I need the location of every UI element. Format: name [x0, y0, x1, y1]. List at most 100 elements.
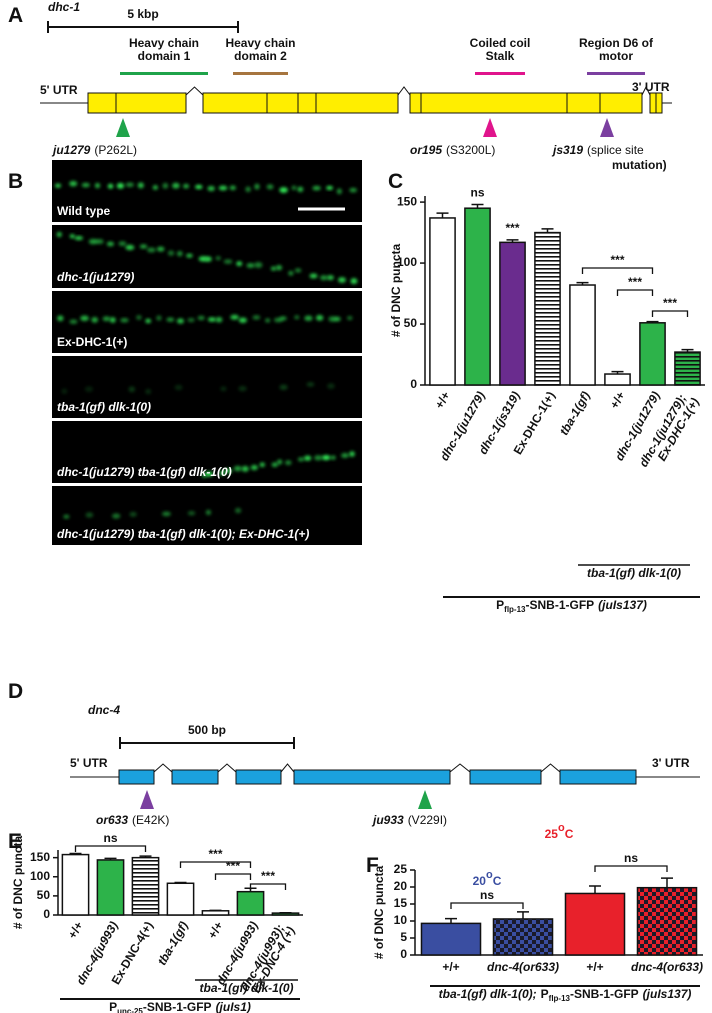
domain-label: Heavy chain: [129, 36, 199, 50]
puncta: [265, 318, 271, 323]
bar: [420, 922, 482, 956]
scale-label: 500 bp: [188, 723, 226, 737]
puncta: [279, 187, 288, 193]
puncta: [63, 514, 70, 519]
puncta: [167, 250, 175, 256]
bar: [492, 918, 554, 956]
puncta: [81, 182, 90, 188]
puncta: [230, 314, 239, 320]
error-bar: [589, 885, 601, 894]
label-part: C: [493, 874, 502, 888]
error-bar: [661, 877, 673, 888]
error-bar: [445, 917, 457, 924]
exon: [115, 92, 187, 114]
y-tick-label: 150: [397, 194, 417, 208]
utr-label: 3' UTR: [652, 756, 690, 770]
label-part: 20: [473, 874, 487, 888]
puncta: [162, 182, 169, 189]
bar: [464, 207, 491, 386]
change: (V229I): [408, 813, 447, 827]
bar: [429, 217, 456, 386]
exon: [655, 92, 663, 114]
error-bar: [517, 911, 529, 919]
puncta: [271, 462, 279, 468]
group-label: tba-1(gf) dlk-1(0): [587, 566, 681, 580]
error-bar: [611, 370, 624, 375]
significance: ***: [663, 296, 677, 310]
y-tick-label: 0: [400, 947, 407, 961]
puncta: [176, 250, 183, 257]
bracket: [651, 310, 689, 317]
puncta: [146, 247, 156, 253]
mutation-label: ju933 (V229I): [371, 813, 447, 827]
y-tick-label: 150: [30, 850, 50, 864]
label-part: unc-25: [117, 1007, 143, 1013]
puncta: [129, 511, 137, 517]
puncta: [187, 317, 195, 323]
puncta: [254, 262, 263, 268]
bracket: [616, 289, 654, 296]
puncta: [120, 318, 129, 323]
puncta: [166, 317, 175, 322]
allele: ju1279: [51, 143, 91, 157]
intron: [153, 763, 173, 773]
domain-label: Stalk: [486, 49, 515, 63]
y-tick-label: 5: [400, 930, 407, 944]
puncta: [326, 275, 334, 281]
puncta: [218, 185, 228, 191]
puncta: [215, 256, 221, 261]
micrograph: [52, 160, 362, 222]
domain-bar: [233, 72, 288, 75]
puncta: [277, 459, 283, 465]
puncta: [56, 231, 62, 238]
error-bar: [104, 857, 117, 860]
puncta: [94, 182, 101, 189]
exon: [297, 92, 317, 114]
y-tick-label: 15: [394, 896, 408, 910]
x-tick-label: +/+: [432, 389, 453, 411]
intron: [449, 763, 471, 773]
reporter-label: tba-1(gf) dlk-1(0); Pflp-13-SNB-1-GFP (juI…: [439, 987, 692, 1003]
mutation-label: or195 (S3200L): [410, 143, 495, 157]
puncta: [321, 454, 331, 461]
puncta: [270, 266, 277, 271]
exon: [235, 769, 282, 785]
puncta: [197, 315, 205, 321]
y-tick-label: 25: [394, 862, 408, 876]
domain-label: Heavy chain: [225, 36, 295, 50]
label-part: flp-13: [504, 605, 526, 614]
puncta: [234, 507, 242, 514]
image-label: dhc-1(ju1279) tba-1(gf) dlk-1(0): [57, 465, 232, 479]
panel-letter: F: [366, 854, 379, 877]
exon: [469, 769, 542, 785]
label-part: P: [109, 1000, 117, 1013]
reporter-label: Pflp-13-SNB-1-GFP (juIs137): [496, 598, 647, 614]
bar: [639, 322, 666, 386]
bracket: [214, 873, 252, 880]
puncta: [245, 186, 251, 193]
puncta: [116, 182, 125, 189]
label-part: -SNB-1-GFP: [570, 987, 639, 1001]
significance: ***: [261, 869, 275, 883]
puncta: [291, 185, 297, 191]
temperature-label: 20oC: [473, 869, 502, 888]
significance: ***: [505, 221, 519, 235]
image-label: dhc-1(ju1279) tba-1(gf) dlk-1(0); Ex-DHC…: [57, 527, 309, 541]
puncta: [297, 186, 304, 193]
gene-name: dhc-1: [48, 0, 80, 14]
exon: [559, 769, 637, 785]
y-tick-label: 100: [397, 255, 417, 269]
puncta: [186, 253, 193, 258]
significance: ns: [103, 831, 117, 845]
bracket: [179, 861, 252, 868]
mutation-marker: [418, 790, 432, 809]
domain-label: Coiled coil: [470, 36, 531, 50]
puncta: [220, 386, 227, 392]
label-part: -SNB-1-GFP: [143, 1000, 212, 1013]
intron: [185, 86, 204, 96]
micrograph: [52, 486, 362, 545]
bar: [61, 853, 90, 916]
puncta: [219, 470, 226, 476]
image-label: Ex-DHC-1(+): [57, 335, 127, 349]
change: mutation): [612, 158, 667, 172]
